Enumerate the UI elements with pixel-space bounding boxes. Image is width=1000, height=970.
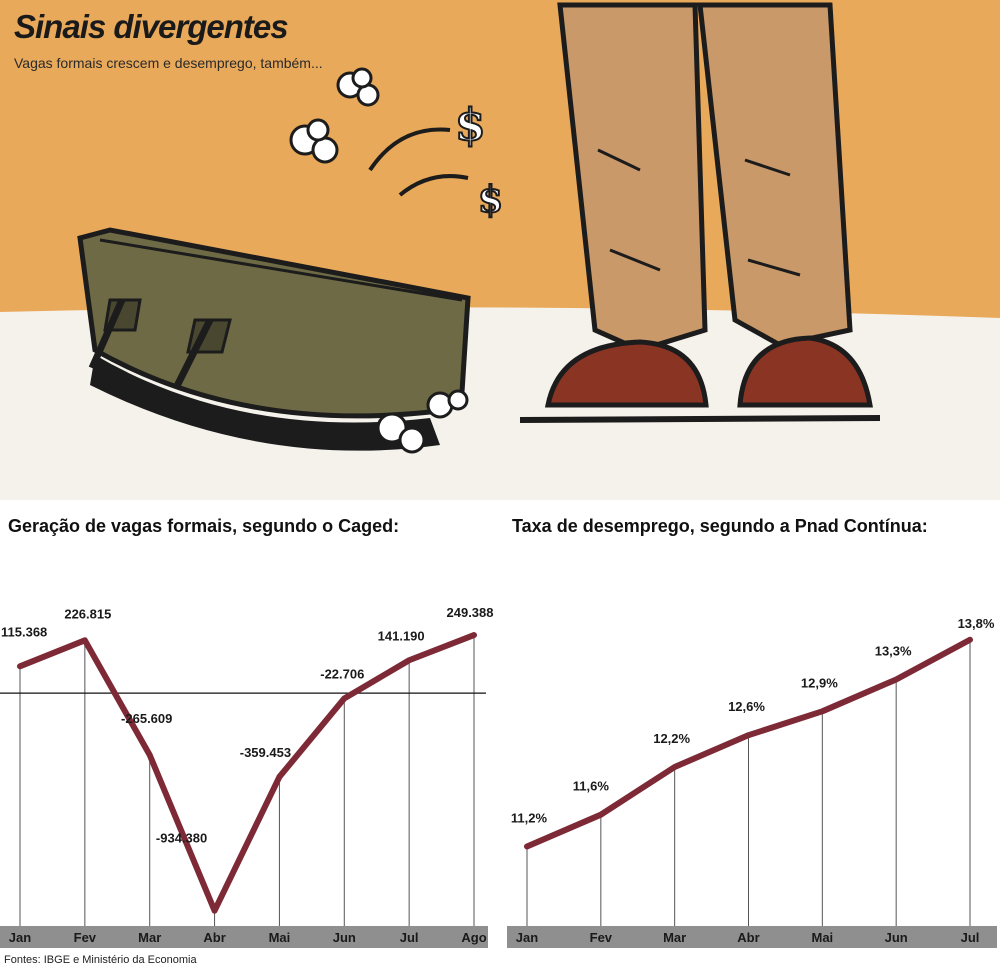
data-label-fev: 11,6%	[573, 779, 610, 794]
caged-line-chart: 115.368 226.815 -265.609 -934.380 -359.453 -2…	[0, 560, 490, 955]
tick-label-jan: Jan	[516, 930, 538, 945]
tick-label-jul: Jul	[961, 930, 980, 945]
subtitle: Vagas formais crescem e desemprego, tamb…	[14, 55, 323, 71]
data-label-mai: -359.453	[240, 745, 291, 760]
svg-text:$: $	[478, 179, 503, 221]
tick-label-abr: Abr	[737, 930, 759, 945]
data-label-jan: 115.368	[1, 624, 47, 639]
data-label-abr: 12,6%	[728, 699, 765, 714]
tick-label-jan: Jan	[9, 930, 31, 945]
series-line	[20, 635, 474, 911]
pnad-line-chart: 11,2% 11,6% 12,2% 12,6% 12,9% 13,3% 13,8% Jan Fe…	[502, 560, 1000, 955]
tick-label-mar: Mar	[138, 930, 161, 945]
tick-label-abr: Abr	[203, 930, 225, 945]
tick-label-mai: Mai	[269, 930, 291, 945]
data-label-mar: -265.609	[121, 711, 172, 726]
data-label-fev: 226.815	[64, 606, 111, 621]
svg-text:$: $	[455, 100, 486, 151]
tick-label-ago: Ago	[461, 930, 486, 945]
cover-illustration: $ $	[0, 0, 1000, 500]
data-label-mar: 12,2%	[653, 731, 690, 746]
chart-title-pnad: Taxa de desemprego, segundo a Pnad Contí…	[512, 516, 928, 537]
data-label-jun: -22.706	[320, 666, 364, 681]
data-label-ago: 249.388	[447, 605, 494, 620]
data-label-jul: 141.190	[378, 628, 425, 643]
source-note: Fontes: IBGE e Ministério da Economia	[4, 954, 197, 966]
tick-label-mai: Mai	[811, 930, 833, 945]
data-label-mai: 12,9%	[801, 675, 838, 690]
headline: Sinais divergentes	[14, 8, 288, 46]
tick-label-mar: Mar	[663, 930, 686, 945]
tick-label-jun: Jun	[333, 930, 356, 945]
tick-label-fev: Fev	[74, 930, 97, 945]
chart-title-caged: Geração de vagas formais, segundo o Cage…	[8, 516, 399, 537]
tick-label-jul: Jul	[400, 930, 419, 945]
tick-label-jun: Jun	[885, 930, 908, 945]
data-label-abr: -934.380	[156, 831, 207, 846]
tick-label-fev: Fev	[590, 930, 613, 945]
data-label-jan: 11,2%	[511, 810, 548, 825]
data-label-jun: 13,3%	[875, 644, 912, 659]
data-label-jul: 13,8%	[958, 616, 995, 631]
